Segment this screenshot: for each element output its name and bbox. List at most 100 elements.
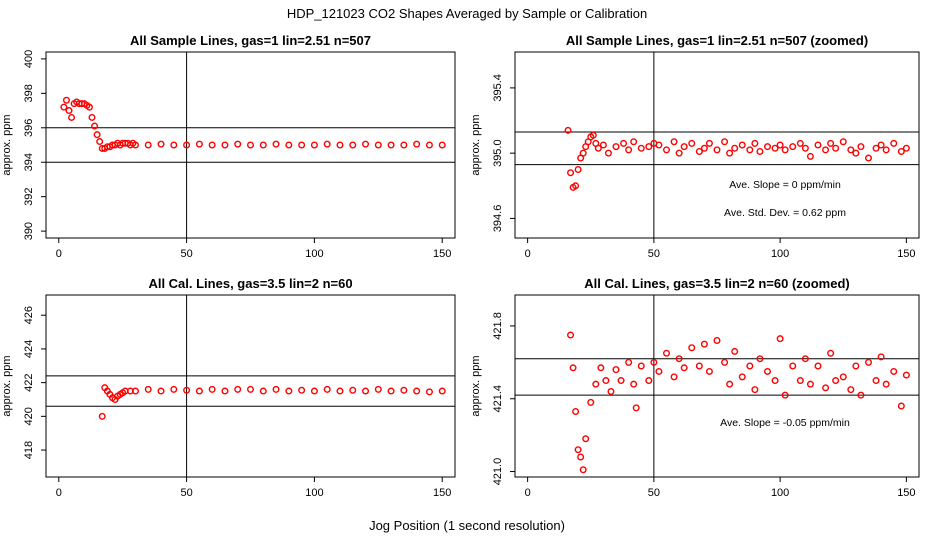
data-point	[670, 138, 678, 146]
data-point	[847, 146, 855, 154]
data-point	[336, 387, 344, 395]
x-tick-label: 0	[525, 487, 531, 499]
data-point	[144, 385, 152, 393]
data-point	[85, 103, 93, 111]
data-point	[607, 387, 615, 395]
y-tick-label: 418	[23, 441, 35, 459]
data-point	[890, 367, 898, 375]
y-axis-label: approx. ppm	[470, 114, 482, 175]
data-point	[572, 407, 580, 415]
data-point	[675, 149, 683, 157]
data-point	[839, 373, 847, 381]
data-point	[582, 435, 590, 443]
data-point	[65, 107, 73, 115]
data-point	[349, 386, 357, 394]
data-point	[569, 364, 577, 372]
data-point	[865, 358, 873, 366]
data-point	[721, 138, 729, 146]
data-point	[663, 349, 671, 357]
x-tick-label: 150	[897, 487, 915, 499]
data-point	[602, 377, 610, 385]
data-point	[814, 362, 822, 370]
data-point	[597, 364, 605, 372]
data-point	[801, 355, 809, 363]
data-point	[764, 367, 772, 375]
x-tick-label: 100	[305, 248, 323, 260]
data-point	[195, 140, 203, 148]
data-point	[60, 103, 68, 111]
data-point	[567, 331, 575, 339]
x-tick-label: 100	[771, 487, 789, 499]
y-tick-label: 424	[23, 340, 35, 358]
data-point	[822, 146, 830, 154]
data-point	[756, 355, 764, 363]
plot-frame	[45, 294, 456, 478]
data-point	[336, 141, 344, 149]
data-point	[170, 141, 178, 149]
y-tick-label: 392	[23, 187, 35, 205]
data-point	[577, 453, 585, 461]
y-tick-label: 394.6	[492, 205, 504, 233]
data-point	[637, 144, 645, 152]
panels: All Sample Lines, gas=1 lin=2.51 n=507 ap…	[1, 33, 920, 499]
data-point	[738, 373, 746, 381]
data-point	[259, 387, 267, 395]
data-point	[663, 146, 671, 154]
y-tick-label: 398	[23, 84, 35, 102]
data-point	[771, 144, 779, 152]
data-point	[88, 113, 96, 121]
data-point	[323, 385, 331, 393]
data-point	[695, 148, 703, 156]
data-point	[655, 141, 663, 149]
data-point	[234, 385, 242, 393]
data-point	[731, 347, 739, 355]
data-point	[425, 388, 433, 396]
annotation-text: Ave. Slope = 0 ppm/min	[729, 179, 841, 191]
data-point	[827, 349, 835, 357]
data-point	[789, 362, 797, 370]
data-point	[131, 387, 139, 395]
data-point	[872, 144, 880, 152]
data-point	[713, 337, 721, 345]
y-tick-label: 394	[23, 153, 35, 171]
data-point	[246, 385, 254, 393]
data-point	[208, 141, 216, 149]
data-point	[362, 387, 370, 395]
data-point	[746, 146, 754, 154]
data-point	[400, 141, 408, 149]
data-point	[572, 182, 580, 190]
data-point	[902, 144, 910, 152]
data-point	[413, 140, 421, 148]
data-point	[157, 140, 165, 148]
data-point	[234, 140, 242, 148]
y-tick-label: 395.4	[492, 74, 504, 102]
data-point	[62, 96, 70, 104]
data-point	[781, 391, 789, 399]
data-point	[688, 344, 696, 352]
data-point	[789, 143, 797, 151]
data-point	[655, 367, 663, 375]
data-point	[620, 139, 628, 147]
x-tick-label: 50	[648, 487, 660, 499]
plot-frame	[45, 51, 456, 239]
data-point	[832, 144, 840, 152]
data-point	[298, 386, 306, 394]
data-point	[781, 146, 789, 154]
data-point	[221, 387, 229, 395]
x-tick-label: 100	[305, 487, 323, 499]
x-tick-label: 50	[180, 248, 192, 260]
data-point	[208, 385, 216, 393]
data-point	[882, 146, 890, 154]
data-point	[721, 358, 729, 366]
data-point	[93, 131, 101, 139]
data-point	[564, 126, 572, 134]
data-point	[751, 139, 759, 147]
data-point	[157, 387, 165, 395]
data-point	[877, 141, 885, 149]
annotation-text: Ave. Std. Dev. = 0.62 ppm	[724, 207, 846, 219]
data-point	[362, 140, 370, 148]
data-point	[195, 387, 203, 395]
data-point	[726, 149, 734, 157]
data-point	[897, 148, 905, 156]
y-tick-label: 420	[23, 407, 35, 425]
